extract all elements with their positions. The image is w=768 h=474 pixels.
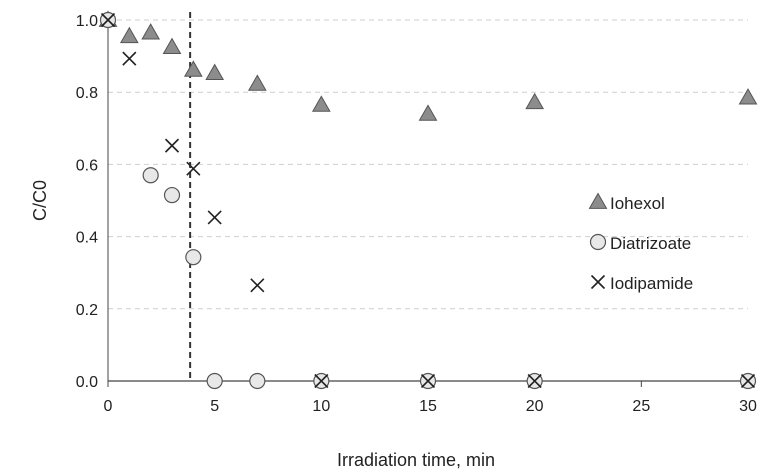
data-point-iohexol bbox=[183, 60, 203, 77]
data-point-iodipamide bbox=[186, 161, 201, 176]
data-point-diatrizoate bbox=[142, 167, 159, 184]
legend-label-iodipamide: Iodipamide bbox=[610, 274, 693, 293]
data-point-iodipamide bbox=[314, 373, 329, 389]
legend-marker-iohexol bbox=[588, 192, 608, 209]
data-point-iohexol bbox=[738, 88, 758, 105]
data-point-diatrizoate bbox=[206, 372, 223, 390]
x-tick-label: 5 bbox=[210, 398, 219, 415]
data-point-iodipamide bbox=[207, 210, 222, 225]
y-tick-label: 0.6 bbox=[76, 157, 98, 174]
legend-marker-iodipamide bbox=[590, 274, 606, 290]
data-point-iohexol bbox=[525, 92, 545, 110]
legend-label-iohexol: Iohexol bbox=[610, 194, 665, 213]
data-point-iodipamide bbox=[164, 138, 180, 153]
data-point-diatrizoate bbox=[163, 186, 181, 204]
legend-marker-diatrizoate bbox=[589, 233, 607, 251]
tick-labels: 0.0 0.2 0.4 0.6 0.8 1.0 0 5 10 15 20 25 30 bbox=[76, 13, 757, 415]
x-tick-label: 30 bbox=[739, 398, 757, 415]
data-point-iodipamide bbox=[740, 373, 756, 389]
data-point-iohexol bbox=[162, 37, 182, 54]
data-point-diatrizoate bbox=[249, 372, 266, 390]
data-point-iohexol bbox=[418, 104, 438, 121]
data-point-iohexol bbox=[119, 26, 139, 44]
data-marks bbox=[98, 10, 758, 390]
x-tick-label: 0 bbox=[104, 398, 113, 415]
data-point-iodipamide bbox=[527, 373, 542, 389]
x-tick-label: 20 bbox=[526, 398, 544, 415]
data-point-iohexol bbox=[247, 74, 267, 91]
data-point-iohexol bbox=[205, 63, 225, 80]
legend-label-diatrizoate: Diatrizoate bbox=[610, 234, 691, 253]
data-point-diatrizoate bbox=[185, 249, 202, 266]
data-point-iodipamide bbox=[420, 373, 436, 389]
gridlines bbox=[108, 19, 748, 310]
data-point-iohexol bbox=[311, 95, 331, 112]
x-axis-title: Irradiation time, min bbox=[337, 450, 495, 470]
y-tick-label: 0.0 bbox=[76, 374, 98, 391]
data-point-iodipamide bbox=[122, 51, 137, 66]
y-tick-label: 0.2 bbox=[76, 302, 98, 319]
x-tick-label: 10 bbox=[312, 398, 330, 415]
legend: Iohexol Diatrizoate Iodipamide bbox=[588, 192, 693, 293]
y-tick-label: 0.8 bbox=[76, 85, 98, 102]
data-point-iohexol bbox=[141, 23, 161, 40]
y-tick-label: 1.0 bbox=[76, 13, 98, 30]
x-tick-label: 25 bbox=[632, 398, 650, 415]
data-point-iodipamide bbox=[100, 12, 116, 28]
y-axis-title: C/C0 bbox=[30, 180, 50, 221]
data-point-iodipamide bbox=[250, 278, 265, 293]
x-tick-label: 15 bbox=[419, 398, 437, 415]
y-tick-label: 0.4 bbox=[76, 230, 98, 247]
